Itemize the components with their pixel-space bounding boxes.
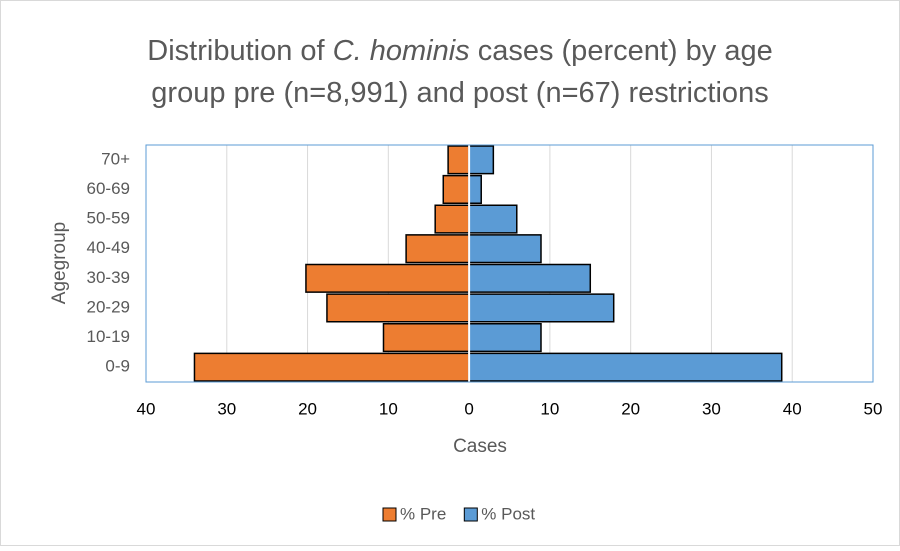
bar bbox=[468, 323, 542, 353]
legend-label: % Pre bbox=[400, 504, 446, 523]
bar bbox=[468, 263, 592, 293]
y-tick-label: 60-69 bbox=[87, 179, 130, 198]
y-tick-label: 50-59 bbox=[87, 209, 130, 228]
x-tick-label: 30 bbox=[217, 399, 236, 418]
x-tick-label: 20 bbox=[621, 399, 640, 418]
bar bbox=[468, 352, 783, 382]
bar bbox=[468, 234, 542, 264]
title-part: cases (percent) by age bbox=[470, 35, 773, 67]
x-tick-label: 40 bbox=[137, 399, 156, 418]
bar bbox=[193, 352, 470, 382]
bar bbox=[326, 293, 470, 323]
legend-swatch bbox=[463, 507, 478, 522]
legend-swatch bbox=[382, 507, 397, 522]
chart-title: Distribution of C. hominis cases (percen… bbox=[147, 35, 772, 109]
bar bbox=[434, 204, 470, 234]
plot-border bbox=[145, 144, 874, 383]
x-tick-label: 10 bbox=[379, 399, 398, 418]
bar bbox=[447, 145, 470, 175]
bar bbox=[442, 174, 470, 204]
bar bbox=[468, 204, 518, 234]
title-part: Distribution of bbox=[147, 35, 332, 67]
bar bbox=[468, 293, 615, 323]
bar bbox=[468, 174, 482, 204]
y-axis-title: Agegroup bbox=[49, 222, 70, 304]
y-tick-label: 20-29 bbox=[87, 297, 130, 316]
x-tick-label: 50 bbox=[864, 399, 883, 418]
x-tick-label: 20 bbox=[298, 399, 317, 418]
y-tick-label: 70+ bbox=[101, 149, 130, 168]
x-tick-label: 30 bbox=[702, 399, 721, 418]
x-tick-label: 10 bbox=[540, 399, 559, 418]
y-tick-label: 30-39 bbox=[87, 268, 130, 287]
legend-label: % Post bbox=[481, 504, 535, 523]
y-tick-label: 10-19 bbox=[87, 327, 130, 346]
bar bbox=[305, 263, 470, 293]
bar bbox=[382, 323, 470, 353]
title-part: group pre (n=8,991) and post (n=67) rest… bbox=[151, 77, 768, 109]
bar bbox=[468, 145, 495, 175]
x-tick-label: 0 bbox=[464, 399, 473, 418]
bar bbox=[405, 234, 470, 264]
title-part: C. hominis bbox=[333, 35, 470, 67]
x-tick-label: 40 bbox=[783, 399, 802, 418]
y-tick-label: 40-49 bbox=[87, 238, 130, 257]
y-tick-label: 0-9 bbox=[105, 357, 130, 376]
x-axis-title: Cases bbox=[453, 436, 507, 457]
